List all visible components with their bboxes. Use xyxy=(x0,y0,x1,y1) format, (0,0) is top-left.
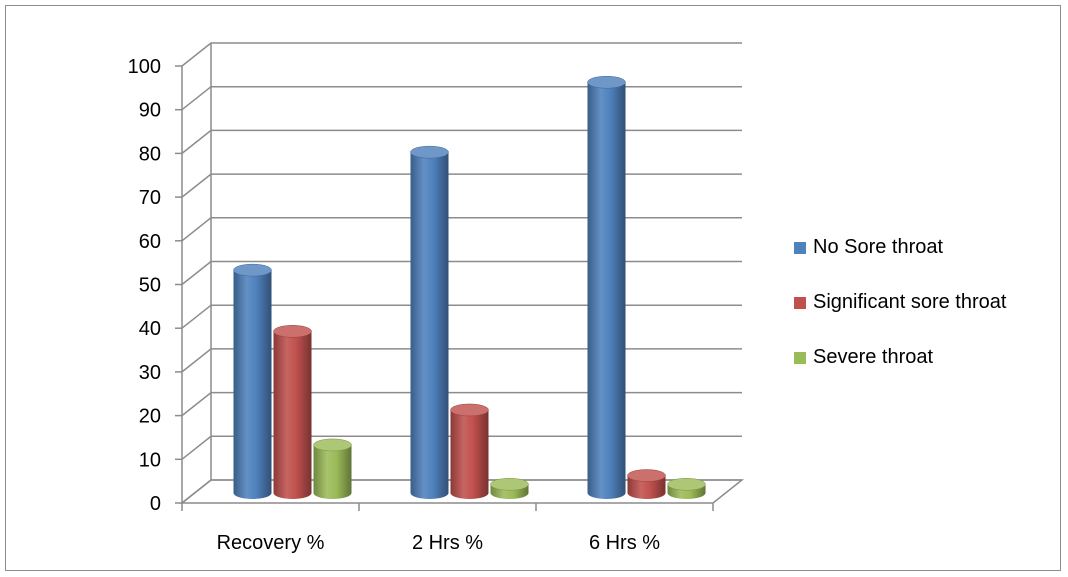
x-tick-label-2-hrs: 2 Hrs % xyxy=(412,532,483,554)
legend-item-significant-sore-throat: Significant sore throat xyxy=(794,287,1006,318)
y-tick-label-80: 80 xyxy=(139,143,161,165)
legend-swatch-significant-sore-throat xyxy=(794,296,806,309)
bar-significant-sore-throat-2-hrs xyxy=(450,403,489,500)
x-tick-label-recovery: Recovery % xyxy=(217,532,325,554)
chart-frame: 0 10 20 30 40 50 60 70 80 90 100 Recovery % 2 Hrs %… xyxy=(5,5,1061,571)
y-tick-label-90: 90 xyxy=(139,100,161,122)
gridline-80 xyxy=(181,129,742,154)
gridline-60 xyxy=(181,217,742,242)
bar-significant-sore-throat-recovery xyxy=(273,325,312,500)
y-tick-label-40: 40 xyxy=(139,318,161,340)
y-tick-label-60: 60 xyxy=(139,231,161,253)
y-tick-label-0: 0 xyxy=(150,493,161,515)
gridline-100 xyxy=(181,42,742,67)
y-tick-label-20: 20 xyxy=(139,406,161,428)
chart-legend: No Sore throat Significant sore throat S… xyxy=(794,232,1006,397)
bar-severe-throat-6-hrs xyxy=(667,478,706,500)
y-tick-label-70: 70 xyxy=(139,187,161,209)
legend-label-no-sore-throat: No Sore throat xyxy=(813,236,944,258)
bar-chart: 0 10 20 30 40 50 60 70 80 90 100 Recovery % 2 Hrs %… xyxy=(128,42,745,554)
legend-swatch-no-sore-throat xyxy=(794,241,806,254)
bar-no-sore-throat-2-hrs xyxy=(410,145,449,500)
bar-no-sore-throat-6-hrs xyxy=(587,75,626,500)
bar-severe-throat-2-hrs xyxy=(490,478,529,500)
bar-no-sore-throat-recovery xyxy=(233,263,272,500)
gridline-90 xyxy=(181,85,742,111)
x-axis-tick-labels: Recovery % 2 Hrs % 6 Hrs % xyxy=(217,532,661,554)
legend-item-no-sore-throat: No Sore throat xyxy=(794,232,1006,263)
y-tick-label-10: 10 xyxy=(139,449,161,471)
legend-item-severe-throat: Severe throat xyxy=(794,342,1006,373)
bar-severe-throat-recovery xyxy=(313,438,352,500)
y-axis-tick-labels: 0 10 20 30 40 50 60 70 80 90 100 xyxy=(128,56,161,515)
axes xyxy=(175,43,745,511)
legend-label-significant-sore-throat: Significant sore throat xyxy=(813,291,1007,313)
legend-swatch-severe-throat xyxy=(794,351,806,364)
x-tick-label-6-hrs: 6 Hrs % xyxy=(589,532,660,554)
y-tick-label-30: 30 xyxy=(139,362,161,384)
bar-significant-sore-throat-6-hrs xyxy=(627,469,666,500)
y-tick-label-100: 100 xyxy=(128,56,161,78)
y-tick-label-50: 50 xyxy=(139,275,161,297)
bars xyxy=(233,75,706,500)
gridline-70 xyxy=(181,173,742,198)
legend-label-severe-throat: Severe throat xyxy=(813,346,934,368)
